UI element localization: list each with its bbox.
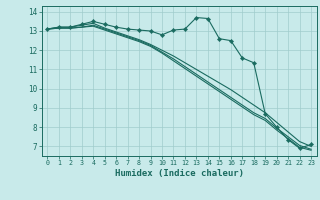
X-axis label: Humidex (Indice chaleur): Humidex (Indice chaleur) [115, 169, 244, 178]
